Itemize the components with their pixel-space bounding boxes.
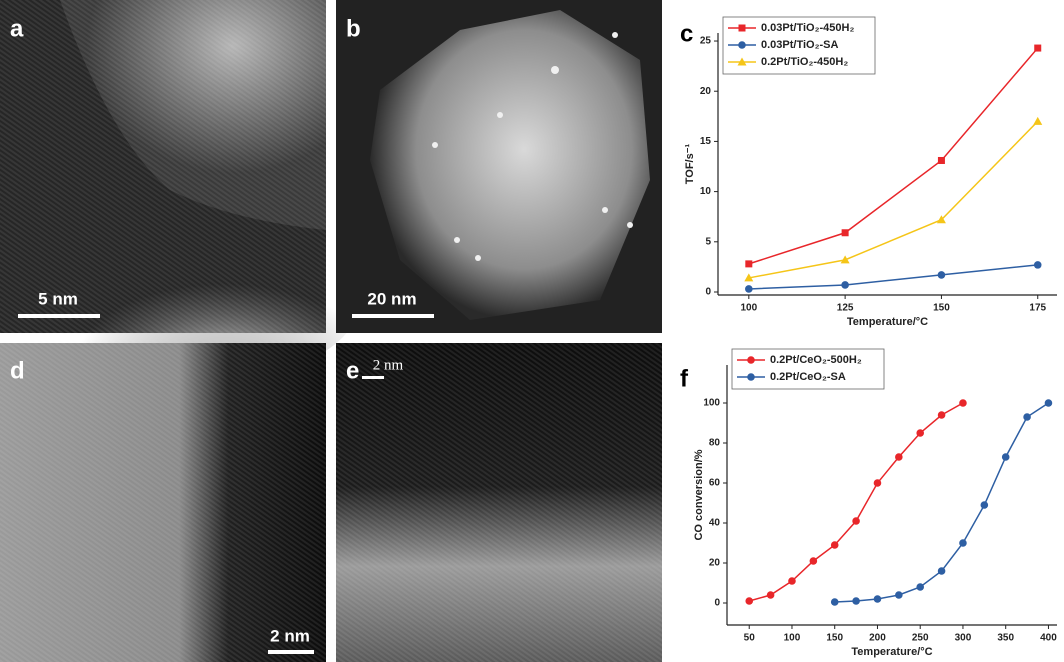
series-line (748, 120, 1039, 279)
y-tick-label: 5 (705, 236, 711, 247)
marker (788, 577, 796, 585)
x-tick-label: 50 (744, 633, 756, 644)
image-panel: e 2 nm (336, 343, 662, 662)
marker (841, 281, 849, 289)
y-tick-label: 80 (709, 438, 721, 449)
marker (852, 517, 860, 525)
image-panel: b 20 nm (336, 0, 662, 333)
legend-label: 0.2Pt/CeO₂-SA (770, 371, 846, 383)
panel-label: b (346, 15, 361, 42)
legend-label: 0.2Pt/CeO₂-500H₂ (770, 354, 862, 366)
marker (936, 215, 946, 224)
y-tick-label: 25 (700, 36, 712, 47)
marker (1001, 453, 1010, 461)
scale-bar-label: 5 nm (38, 289, 78, 308)
legend-marker (747, 356, 755, 364)
marker (840, 255, 850, 264)
marker (895, 453, 903, 461)
marker (895, 591, 903, 599)
marker (937, 411, 946, 419)
y-tick-label: 0 (714, 598, 720, 609)
panel-label: a (10, 15, 24, 42)
marker (937, 156, 945, 164)
scale-bar (268, 650, 314, 654)
scale-bar (18, 314, 100, 318)
x-tick-label: 100 (740, 303, 757, 314)
marker (841, 229, 849, 237)
panel-label: c (680, 20, 693, 47)
y-tick-label: 20 (700, 86, 712, 97)
scale-bar-label: 2 nm (373, 357, 404, 373)
y-tick-label: 0 (705, 287, 711, 298)
marker (959, 539, 967, 547)
scale-bar-label: 20 nm (367, 289, 416, 308)
x-tick-label: 200 (869, 633, 886, 644)
x-tick-label: 150 (826, 633, 843, 644)
y-axis-label: CO conversion/% (693, 449, 705, 540)
marker (1033, 261, 1042, 269)
marker (916, 583, 925, 591)
series-line (748, 47, 1039, 265)
scale-bar (352, 314, 434, 318)
marker (744, 273, 754, 282)
marker (916, 429, 925, 437)
marker (766, 591, 775, 599)
legend-marker (738, 24, 746, 32)
marker (1044, 399, 1053, 407)
x-tick-label: 400 (1040, 633, 1057, 644)
marker (937, 567, 946, 575)
legend-marker (738, 41, 746, 49)
marker (830, 541, 839, 549)
legend-marker (747, 373, 755, 381)
y-tick-label: 100 (703, 398, 720, 409)
marker (959, 399, 967, 407)
legend-label: 0.03Pt/TiO₂-450H₂ (761, 22, 854, 34)
legend-label: 0.2Pt/TiO₂-450H₂ (761, 56, 848, 68)
scale-bar (362, 376, 384, 379)
y-axis-label: TOF/s⁻¹ (684, 143, 696, 184)
x-tick-label: 350 (997, 633, 1014, 644)
marker (830, 598, 839, 606)
legend: 0.2Pt/CeO₂-500H₂ 0.2Pt/CeO₂-SA (731, 348, 885, 390)
legend-label: 0.03Pt/TiO₂-SA (761, 39, 838, 51)
marker (745, 597, 754, 605)
marker (1023, 413, 1031, 421)
x-tick-label: 175 (1029, 303, 1046, 314)
marker (745, 285, 753, 293)
marker (1034, 44, 1042, 52)
x-axis-label: Temperature/°C (847, 316, 928, 328)
image-panel: d 2 nm (0, 343, 326, 662)
y-tick-label: 15 (700, 136, 712, 147)
legend-marker (737, 57, 747, 66)
legend-frame (731, 348, 885, 390)
marker (980, 501, 989, 509)
marker (809, 557, 818, 565)
y-tick-label: 60 (709, 478, 721, 489)
legend: 0.03Pt/TiO₂-450H₂ 0.03Pt/TiO₂-SA 0.2Pt/TiO… (722, 16, 876, 75)
x-tick-label: 150 (933, 303, 950, 314)
x-tick-label: 250 (912, 633, 929, 644)
marker (852, 597, 860, 605)
y-tick-label: 10 (700, 186, 712, 197)
panel-label: e (346, 357, 359, 384)
marker (873, 479, 882, 487)
marker (873, 595, 882, 603)
marker (937, 271, 946, 279)
scale-bar-label: 2 nm (270, 626, 310, 645)
y-tick-label: 40 (709, 518, 721, 529)
panel-label: d (10, 357, 25, 384)
marker (1033, 116, 1043, 125)
x-axis-label: Temperature/°C (851, 646, 932, 658)
panel-label: f (680, 365, 689, 392)
y-tick-label: 20 (709, 558, 721, 569)
charts: c 0 5 10 15 20 25 100 125 150 175 Temperature/°C TOF… (680, 16, 1057, 658)
marker (745, 260, 753, 268)
chart-background (662, 0, 1064, 662)
x-tick-label: 300 (955, 633, 972, 644)
image-panel: a 5 nm (0, 0, 360, 380)
series-line (748, 264, 1038, 290)
x-tick-label: 125 (837, 303, 854, 314)
x-tick-label: 100 (784, 633, 801, 644)
